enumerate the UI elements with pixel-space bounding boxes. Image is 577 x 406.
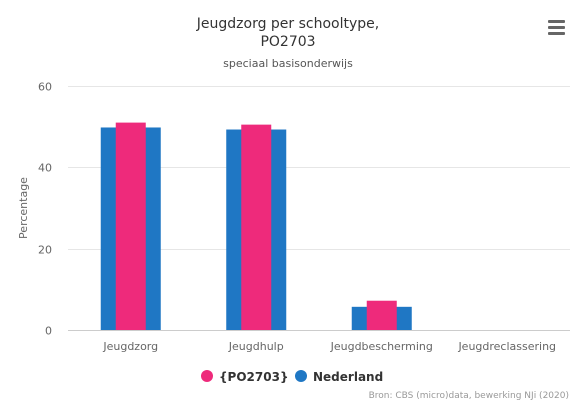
x-tick-label: Jeugdzorg bbox=[102, 340, 158, 353]
hamburger-menu-icon[interactable] bbox=[544, 16, 568, 38]
legend-item[interactable]: Nederland bbox=[295, 370, 383, 384]
y-tick-label: 20 bbox=[38, 244, 52, 257]
x-tick-label: Jeugdreclassering bbox=[457, 340, 556, 353]
legend-label: Nederland bbox=[313, 370, 383, 384]
legend-symbol bbox=[201, 370, 213, 382]
bar-po2703-jeugdhulp[interactable] bbox=[241, 124, 272, 330]
chart-title-line-1: Jeugdzorg per schooltype, bbox=[196, 16, 379, 32]
y-tick-label: 60 bbox=[38, 81, 52, 94]
credits[interactable]: Bron: CBS (micro)data, bewerking NJi (20… bbox=[369, 391, 569, 401]
legend-label: {PO2703} bbox=[219, 370, 288, 384]
menu-bar-middle bbox=[548, 26, 565, 29]
x-tick-label: Jeugdbescherming bbox=[330, 340, 433, 353]
chart-title-line-2: PO2703 bbox=[260, 34, 315, 50]
menu-bar-top bbox=[548, 20, 565, 23]
chart-subtitle: speciaal basisonderwijs bbox=[223, 57, 353, 70]
y-axis-ticks: 0 20 40 60 bbox=[38, 81, 52, 338]
bars-group bbox=[100, 122, 412, 330]
bar-po2703-jeugdbescherming[interactable] bbox=[366, 300, 397, 330]
y-tick-label: 0 bbox=[45, 325, 52, 338]
x-tick-label: Jeugdhulp bbox=[228, 340, 284, 353]
legend-symbol bbox=[295, 370, 307, 382]
x-axis-ticks: Jeugdzorg Jeugdhulp Jeugdbescherming Jeugdr… bbox=[102, 340, 556, 353]
legend-item[interactable]: {PO2703} bbox=[201, 370, 288, 384]
bar-po2703-jeugdzorg[interactable] bbox=[115, 122, 146, 330]
legend[interactable]: {PO2703} Nederland bbox=[201, 370, 383, 384]
y-axis-title: Percentage bbox=[17, 177, 30, 239]
menu-bar-bottom bbox=[548, 32, 565, 35]
y-tick-label: 40 bbox=[38, 162, 52, 175]
